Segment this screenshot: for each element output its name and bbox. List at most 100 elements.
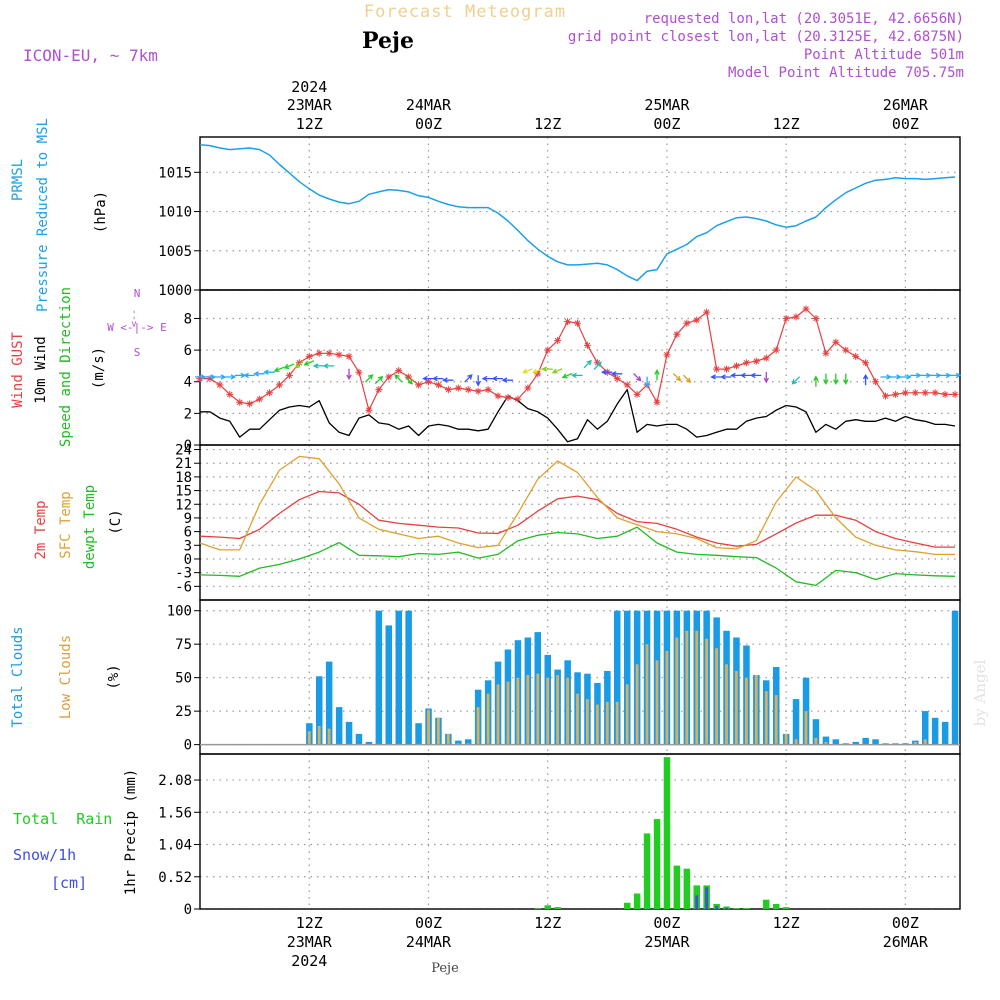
- rain-bar: [763, 899, 770, 909]
- gust-marker: [673, 330, 681, 338]
- snow-bar: [705, 887, 708, 909]
- gust-marker: [583, 341, 591, 349]
- gust-marker: [931, 389, 939, 397]
- clouds-ytick-label: 75: [175, 637, 192, 653]
- snow-unit: [cm]: [51, 874, 87, 892]
- low-cloud-bar: [804, 711, 808, 745]
- wind-arrow: [404, 376, 414, 385]
- gust-marker: [703, 308, 711, 316]
- clouds-ytick-label: 0: [184, 738, 192, 754]
- total-cloud-bar: [455, 740, 462, 745]
- wind-arrow: [501, 377, 513, 383]
- wind-arrow: [551, 368, 563, 374]
- temperature-ytick-label: 21: [175, 456, 192, 472]
- precipitation-ytick-label: 1.04: [158, 838, 192, 854]
- wind-arrow: [541, 366, 553, 372]
- wind-arrow: [843, 373, 849, 385]
- wind-arrow: [930, 372, 942, 379]
- total-cloud-bar: [862, 737, 869, 745]
- top-time-label: 12Z: [296, 115, 323, 133]
- gust-marker: [852, 352, 860, 360]
- wind-arrow: [243, 372, 255, 379]
- top-time-label: 00Z: [653, 115, 680, 133]
- temperature-frame: [199, 444, 961, 601]
- gust-marker: [454, 384, 462, 392]
- bottom-time-label: 23MAR: [287, 933, 333, 951]
- pressure-ytick-label: 1010: [158, 205, 192, 221]
- wind-arrow: [346, 368, 352, 381]
- top-time-label: 23MAR: [287, 96, 333, 114]
- rain-bar: [723, 906, 730, 909]
- temperature-ytick-label: 15: [175, 484, 192, 500]
- low-cloud-bar: [526, 675, 530, 745]
- rain-bar: [633, 893, 641, 909]
- temperature-ytick-label: 3: [184, 538, 192, 554]
- gust-marker: [246, 400, 254, 408]
- low-cloud-bar: [506, 681, 510, 745]
- total-cloud-bar: [325, 661, 333, 745]
- low-cloud-bar: [615, 701, 619, 745]
- rain-bar: [773, 904, 780, 909]
- low-cloud-bar: [923, 739, 927, 745]
- low-cloud-bar: [794, 739, 798, 745]
- low-cloud-bar: [496, 684, 500, 745]
- top-time-label: 12Z: [773, 115, 800, 133]
- total-cloud-bar: [872, 739, 879, 745]
- total-cloud-bar: [852, 741, 859, 745]
- gust-marker: [832, 338, 840, 346]
- temperature-ytick-label: -3: [175, 566, 192, 582]
- wind-ytick-label: 4: [184, 375, 192, 391]
- gust-marker: [315, 349, 323, 357]
- compass-n: N: [134, 287, 141, 300]
- credit-watermark: by Angel: [971, 659, 989, 726]
- low-cloud-bar: [913, 741, 917, 745]
- bottom-time-label: 12Z: [773, 914, 800, 932]
- wind-arrow: [253, 371, 265, 377]
- gust-marker: [365, 406, 373, 414]
- gust-marker: [941, 390, 949, 398]
- low-cloud-bar: [645, 644, 649, 745]
- total-cloud-bar: [345, 721, 353, 745]
- gust-marker: [226, 390, 234, 398]
- top-time-label: 24MAR: [406, 96, 452, 114]
- wind-10m-line: [200, 388, 956, 443]
- total-cloud-bar: [415, 723, 422, 745]
- chart-title: Forecast Meteogram: [364, 2, 566, 22]
- wind-arrow: [920, 372, 932, 379]
- temperature-ytick-label: -6: [175, 579, 192, 595]
- wind-arrow: [273, 366, 285, 373]
- model-altitude: Model Point Altitude 705.75m: [728, 65, 964, 81]
- compass-s: S: [134, 346, 141, 359]
- wind-arrow: [432, 375, 444, 382]
- wind-arrow: [749, 372, 762, 379]
- gust-marker: [683, 319, 691, 327]
- low-cloud-bar: [307, 731, 311, 745]
- requested-coords: requested lon,lat (20.3051E, 42.6656N): [644, 11, 964, 27]
- top-year-label: 2024: [291, 78, 327, 96]
- bottom-time-label: 25MAR: [644, 933, 690, 951]
- low-cloud-bar: [635, 664, 639, 745]
- gust-marker: [623, 381, 631, 389]
- gust-marker: [951, 390, 959, 398]
- wind-arrow: [950, 372, 962, 379]
- t2m-line: [199, 490, 955, 548]
- rain-bar: [673, 865, 681, 909]
- low-clouds-label: Low Clouds: [58, 635, 74, 719]
- gust-marker: [872, 378, 880, 386]
- wind-ytick-label: 0: [184, 438, 192, 454]
- wind-arrow: [910, 372, 922, 379]
- low-cloud-bar: [824, 741, 828, 745]
- rain-bar: [782, 907, 790, 909]
- clouds-ytick-label: 25: [175, 704, 192, 720]
- wind-arrow: [531, 368, 543, 374]
- low-cloud-bar: [556, 675, 559, 745]
- wind-arrow: [940, 372, 952, 379]
- precip-unit: 1hr Precip (mm): [123, 769, 139, 895]
- rain-bar: [534, 908, 541, 909]
- total-cloud-bar: [375, 610, 383, 745]
- low-cloud-bar: [715, 648, 718, 745]
- total-cloud-bar: [614, 610, 621, 745]
- wind-arrow: [442, 377, 454, 383]
- wind-arrow: [791, 376, 801, 385]
- gust-marker: [544, 346, 552, 354]
